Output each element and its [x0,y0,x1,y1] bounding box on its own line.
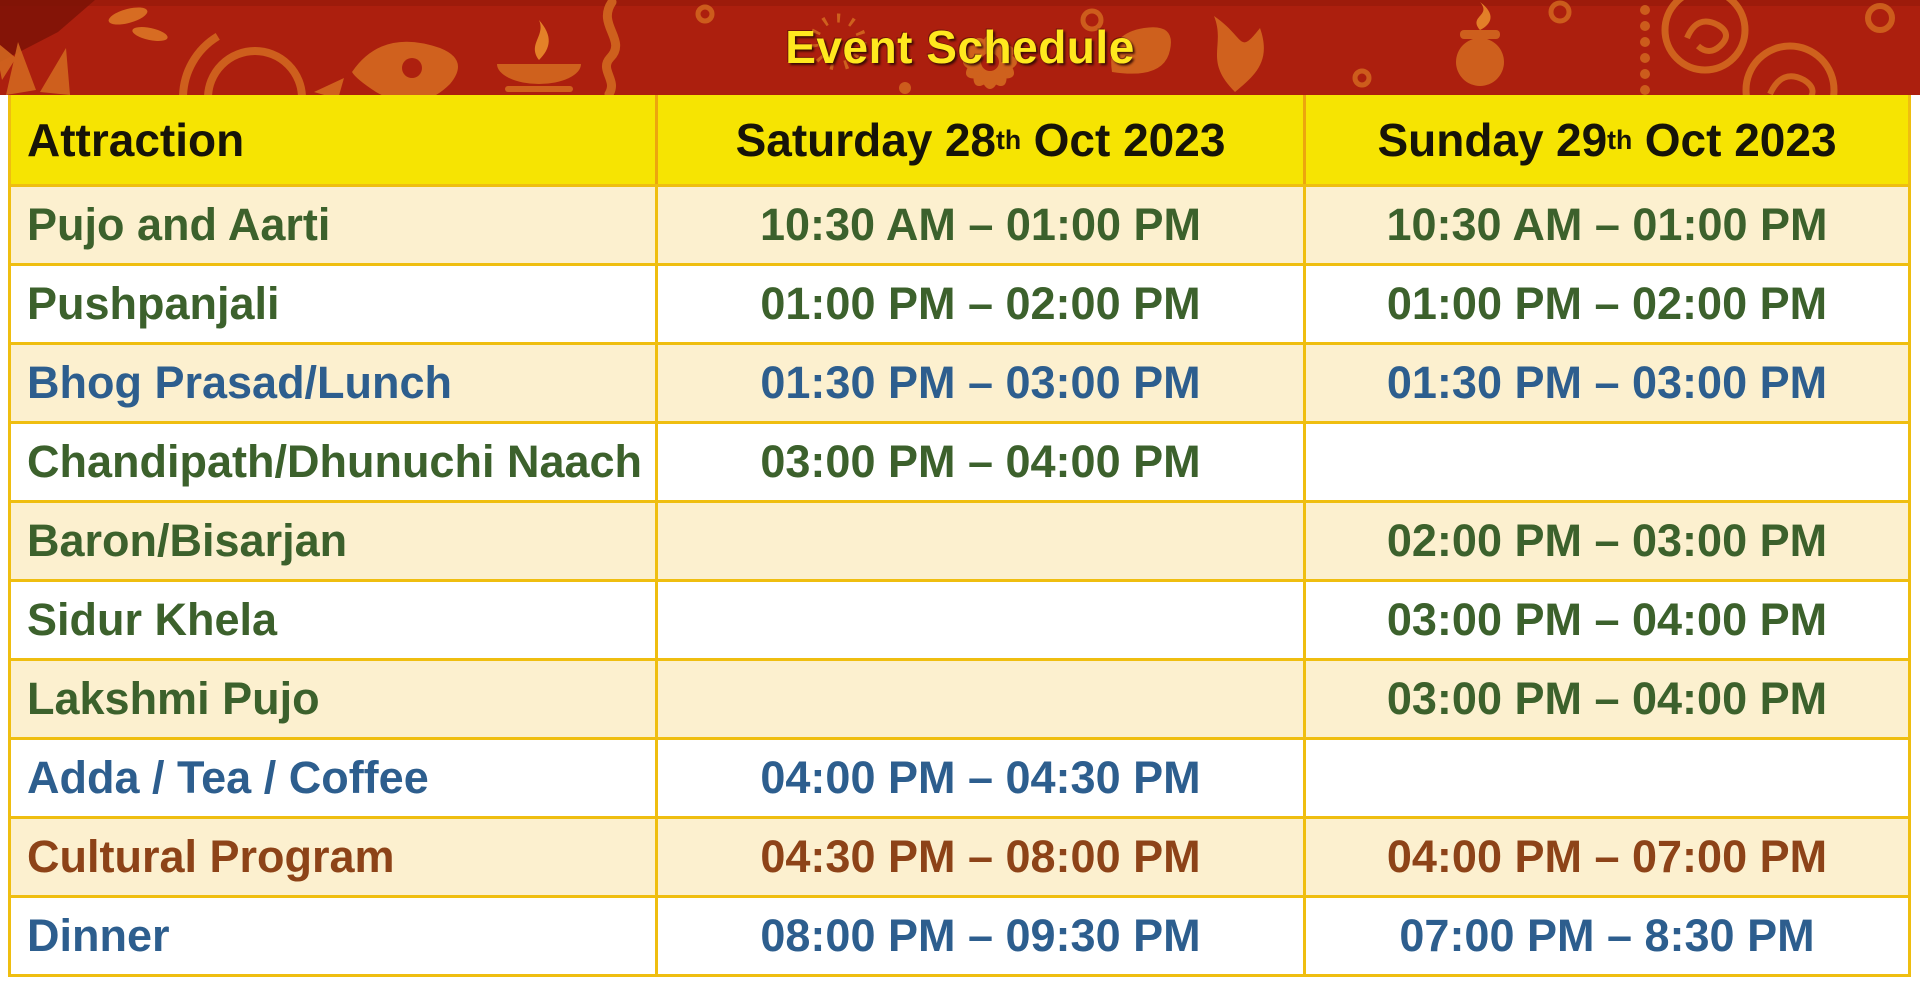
table-row: Cultural Program 04:30 PM – 08:00 PM 04:… [11,816,1908,895]
circle-dot-icon [1865,3,1895,33]
attraction-cell: Bhog Prasad/Lunch [27,357,453,408]
flower-icon [963,35,1017,89]
sunday-time-cell: 03:00 PM – 04:00 PM [1303,661,1908,737]
banner-decoration [0,0,1920,95]
day-label: Saturday [735,113,933,166]
attraction-cell: Dinner [27,910,170,961]
table-row: Pujo and Aarti 10:30 AM – 01:00 PM 10:30… [11,184,1908,263]
page-title: Event Schedule [785,21,1135,73]
attraction-cell: Sidur Khela [27,594,278,645]
sunday-time-cell: 04:00 PM – 07:00 PM [1303,819,1908,895]
table-row: Dinner 08:00 PM – 09:30 PM 07:00 PM – 8:… [11,895,1908,974]
diya-icon [497,20,581,92]
flame-icon [1214,16,1264,92]
attraction-cell: Baron/Bisarjan [27,515,348,566]
attraction-cell: Cultural Program [27,831,395,882]
sunday-time-cell: 01:30 PM – 03:00 PM [1303,345,1908,421]
saturday-time-cell: 08:00 PM – 09:30 PM [655,898,1303,974]
day-label: Sunday [1377,113,1544,166]
fish-icon [108,7,168,41]
circle-dot-icon [1548,0,1572,24]
conch-icon [314,41,458,95]
circle-dot-icon [899,82,911,94]
saturday-time-cell [655,661,1303,737]
kalash-icon [1456,2,1504,86]
attraction-cell: Pushpanjali [27,278,280,329]
saturday-time-cell: 03:00 PM – 04:00 PM [655,424,1303,500]
table-row: Adda / Tea / Coffee 04:00 PM – 04:30 PM [11,737,1908,816]
attraction-cell: Pujo and Aarti [27,199,331,250]
date-number: 29 [1556,113,1608,166]
saturday-time-cell [655,503,1303,579]
saturday-time-cell: 01:30 PM – 03:00 PM [655,345,1303,421]
banner: Event Schedule [0,0,1920,95]
attraction-cell: Lakshmi Pujo [27,673,320,724]
column-header-attraction: Attraction [27,113,245,166]
table-row: Baron/Bisarjan 02:00 PM – 03:00 PM [11,500,1908,579]
circle-dot-icon [695,4,715,24]
date-rest: Oct 2023 [1033,113,1226,166]
table-row: Sidur Khela 03:00 PM – 04:00 PM [11,579,1908,658]
om-medallion-icon [1661,0,1749,74]
saturday-time-cell: 01:00 PM – 02:00 PM [655,266,1303,342]
sunday-time-cell: 07:00 PM – 8:30 PM [1303,898,1908,974]
table-row: Lakshmi Pujo 03:00 PM – 04:00 PM [11,658,1908,737]
attraction-cell: Chandipath/Dhunuchi Naach [27,436,643,487]
table-row: Bhog Prasad/Lunch 01:30 PM – 03:00 PM 01… [11,342,1908,421]
paisley-icon [1111,27,1171,74]
date-rest: Oct 2023 [1644,113,1837,166]
dotted-ring-icon [809,13,867,71]
sunday-time-cell [1303,424,1908,500]
saturday-time-cell [655,582,1303,658]
fan-icon [0,42,70,95]
circle-dot-icon [1352,68,1372,88]
sunday-time-cell: 02:00 PM – 03:00 PM [1303,503,1908,579]
attraction-cell: Adda / Tea / Coffee [27,752,429,803]
table-row: Pushpanjali 01:00 PM – 02:00 PM 01:00 PM… [11,263,1908,342]
table-body: Pujo and Aarti 10:30 AM – 01:00 PM 10:30… [11,184,1908,974]
sunday-time-cell [1303,740,1908,816]
date-number: 28 [944,113,997,166]
ring-icon [179,22,331,95]
om-medallion-icon [1742,42,1838,95]
sunday-time-cell: 03:00 PM – 04:00 PM [1303,582,1908,658]
beads-icon [1640,5,1650,95]
banner-top-strip [0,0,1920,6]
corner-wedge [0,0,95,62]
sunday-time-cell: 01:00 PM – 02:00 PM [1303,266,1908,342]
circle-dot-icon [1080,8,1104,32]
flame-wave-icon [602,0,621,95]
table-row: Chandipath/Dhunuchi Naach 03:00 PM – 04:… [11,421,1908,500]
saturday-time-cell: 04:00 PM – 04:30 PM [655,740,1303,816]
sunday-time-cell: 10:30 AM – 01:00 PM [1303,187,1908,263]
saturday-time-cell: 04:30 PM – 08:00 PM [655,819,1303,895]
saturday-time-cell: 10:30 AM – 01:00 PM [655,187,1303,263]
